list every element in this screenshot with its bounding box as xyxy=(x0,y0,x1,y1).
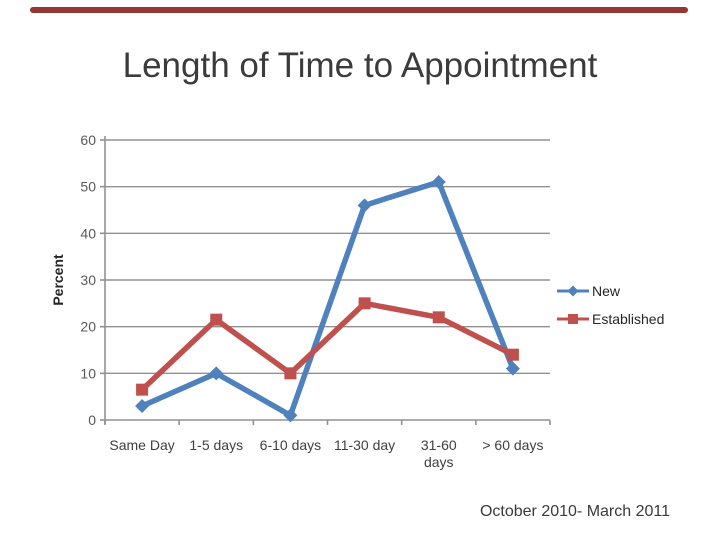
marker-diamond xyxy=(431,175,446,189)
marker-diamond xyxy=(209,366,224,381)
svg-text:60: 60 xyxy=(80,132,96,148)
svg-text:20: 20 xyxy=(80,319,96,335)
legend-label: Established xyxy=(592,311,665,327)
svg-text:0: 0 xyxy=(88,412,96,428)
legend-square-icon xyxy=(557,314,589,324)
page-title: Length of Time to Appointment xyxy=(122,46,598,85)
legend: New Established xyxy=(556,280,664,336)
y-axis-label: Percent xyxy=(50,254,66,306)
axes xyxy=(100,136,551,425)
marker-square xyxy=(136,383,149,396)
svg-text:> 60 days: > 60 days xyxy=(482,437,543,453)
svg-text:1-5 days: 1-5 days xyxy=(189,437,243,453)
svg-text:11-30 day: 11-30 day xyxy=(334,437,395,453)
marker-diamond xyxy=(505,361,520,376)
legend-item-new: New xyxy=(556,280,664,302)
marker-diamond xyxy=(283,408,298,423)
svg-text:30: 30 xyxy=(80,272,96,288)
marker-square xyxy=(284,367,297,380)
legend-item-established: Established xyxy=(556,308,664,330)
top-accent-bar xyxy=(30,7,688,13)
marker-square xyxy=(432,311,445,324)
svg-text:40: 40 xyxy=(80,225,96,241)
marker-square xyxy=(210,313,223,326)
svg-text:6-10 days: 6-10 days xyxy=(260,437,321,453)
legend-label: New xyxy=(592,283,621,299)
marker-diamond xyxy=(135,399,150,413)
marker-diamond xyxy=(357,198,372,213)
svg-text:10: 10 xyxy=(80,365,96,381)
y-tick-labels: 0 10 20 30 40 50 60 xyxy=(80,132,96,428)
legend-diamond-icon xyxy=(557,285,589,297)
footer-date-range: October 2010- March 2011 xyxy=(479,503,670,520)
series-established xyxy=(136,297,519,396)
svg-text:Same Day: Same Day xyxy=(109,437,174,453)
x-tick-labels: Same Day 1-5 days 6-10 days 11-30 day 31-60 d… xyxy=(109,437,543,470)
svg-text:50: 50 xyxy=(80,179,96,195)
marker-square xyxy=(506,348,519,361)
marker-square xyxy=(358,297,371,310)
series-new xyxy=(135,175,520,423)
